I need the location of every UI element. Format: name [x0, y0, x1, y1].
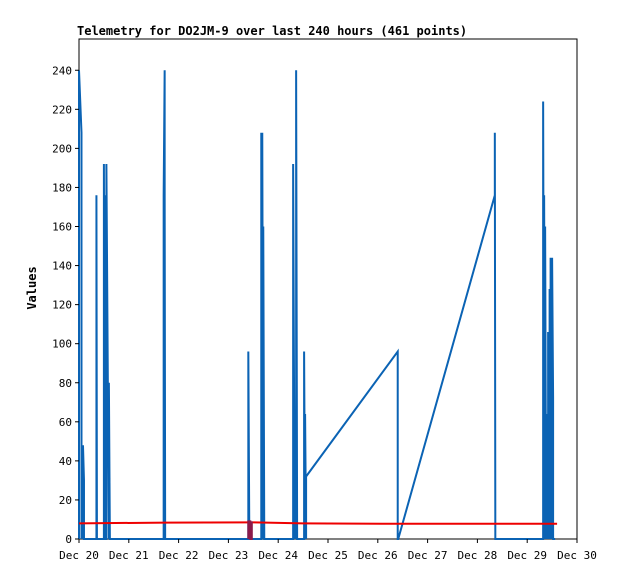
series-line-1 [78, 70, 556, 540]
y-tick-label: 40 [59, 455, 72, 468]
y-tick-label: 60 [59, 416, 72, 429]
x-tick-label: Dec 28 [458, 549, 498, 562]
y-tick-label: 200 [52, 142, 72, 155]
y-tick-label: 120 [52, 299, 72, 312]
y-tick-label: 180 [52, 181, 72, 194]
chart-title: Telemetry for DO2JM-9 over last 240 hour… [77, 24, 467, 38]
y-tick-label: 20 [59, 494, 72, 507]
series-line-2 [78, 521, 558, 525]
y-tick-label: 220 [52, 103, 72, 116]
series-line-3 [247, 520, 253, 540]
y-tick-label: 80 [59, 377, 72, 390]
plot-area [78, 38, 578, 540]
series-layer [78, 70, 558, 540]
y-tick-label: 0 [65, 533, 72, 546]
x-tick-label: Dec 29 [507, 549, 547, 562]
x-tick-label: Dec 30 [557, 549, 597, 562]
x-tick-label: Dec 20 [59, 549, 99, 562]
x-axis: Dec 20 Dec 21 Dec 22 Dec 23 Dec 24 Dec 25 Dec … [59, 539, 597, 562]
y-tick-label: 140 [52, 260, 72, 273]
x-tick-label: Dec 23 [209, 549, 249, 562]
x-tick-label: Dec 26 [358, 549, 398, 562]
x-tick-label: Dec 24 [258, 549, 298, 562]
y-tick-label: 240 [52, 64, 72, 77]
y-tick-label: 100 [52, 338, 72, 351]
x-tick-label: Dec 21 [109, 549, 149, 562]
x-tick-label: Dec 27 [408, 549, 448, 562]
y-tick-label: 160 [52, 221, 72, 234]
y-axis-label: Values [25, 266, 39, 309]
x-tick-label: Dec 25 [308, 549, 348, 562]
x-tick-label: Dec 22 [159, 549, 199, 562]
y-axis: 0 20 40 60 80 100 120 140 160 180 200 220 240 [52, 64, 79, 546]
